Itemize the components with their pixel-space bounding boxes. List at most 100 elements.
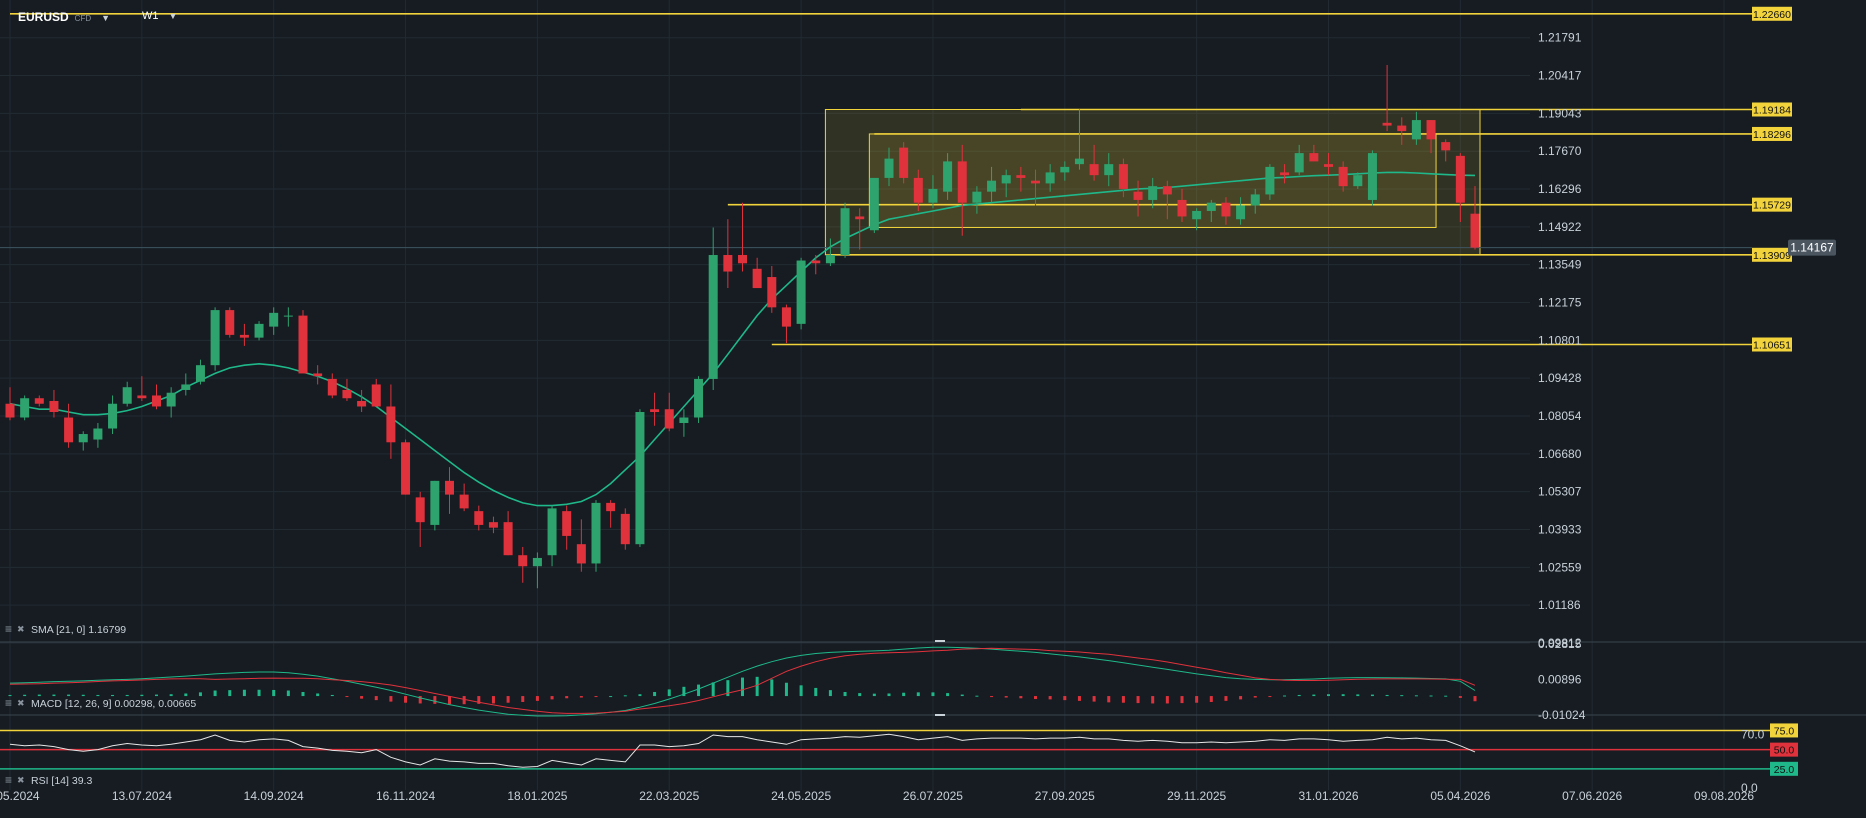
date-tick-label: 05.04.2026 [1430, 789, 1490, 803]
macd-histogram-bar [360, 696, 364, 699]
candle-body [298, 315, 308, 374]
candle-body [884, 158, 894, 178]
level-price-tag[interactable] [1752, 337, 1792, 352]
candle-body [445, 480, 454, 495]
macd-histogram-bar [169, 694, 173, 697]
macd-histogram-bar [667, 689, 671, 697]
candle-body [547, 508, 557, 556]
candle-body [1353, 175, 1363, 187]
candle-body [576, 544, 586, 564]
level-price-tag[interactable] [1752, 102, 1792, 117]
date-tick-label: 18.01.2025 [507, 789, 567, 803]
macd-histogram-bar [301, 691, 305, 697]
macd-histogram-bar [228, 690, 232, 697]
candle-body [855, 216, 865, 220]
macd-histogram-bar [887, 693, 891, 697]
macd-histogram-bar [52, 694, 56, 697]
macd-histogram-bar [609, 696, 613, 698]
indicator-remove-icon: ✖ [17, 775, 25, 785]
panel-resize-handle[interactable] [935, 714, 945, 716]
price-tick-label: 1.16296 [1538, 182, 1582, 196]
macd-histogram-bar [682, 686, 686, 697]
timeframe-selector[interactable]: W1 ▼ [142, 10, 177, 22]
candle-body [93, 428, 103, 440]
macd-histogram-bar [1180, 696, 1184, 704]
symbol-selector[interactable]: EURUSD CFD ▼ [18, 10, 110, 24]
level-price-tag[interactable] [1752, 247, 1792, 262]
candle-body [679, 417, 689, 424]
level-price-tag[interactable] [1752, 126, 1792, 141]
macd-histogram-bar [345, 696, 349, 698]
candle-body [1206, 202, 1216, 211]
panel-resize-handle[interactable] [935, 640, 945, 642]
candle-body [459, 494, 469, 509]
candle-body [723, 255, 733, 272]
candle-body [108, 403, 118, 429]
macd-histogram-bar [184, 693, 188, 697]
candle-body [664, 409, 674, 429]
price-tick-label: 1.01186 [1538, 598, 1581, 612]
candle-body [152, 395, 161, 407]
macd-histogram-bar [872, 693, 876, 697]
macd-histogram-bar [242, 689, 246, 697]
macd-histogram-bar [213, 690, 217, 697]
candle-body [239, 334, 249, 338]
macd-histogram-bar [946, 693, 950, 697]
price-tick-label: 1.12175 [1538, 296, 1582, 310]
candle-body [1192, 210, 1202, 220]
macd-histogram-bar [711, 682, 715, 697]
macd-histogram-bar [198, 692, 202, 697]
indicator-settings-icon: ≡ [5, 696, 12, 710]
macd-histogram-bar [1297, 694, 1301, 697]
price-tick-label: 1.20417 [1538, 69, 1582, 83]
candle-body [1470, 213, 1480, 248]
candle-body [767, 277, 777, 308]
candle-body [181, 384, 191, 390]
macd-histogram-bar [653, 691, 657, 697]
price-tick-label: 1.19043 [1538, 106, 1582, 120]
macd-histogram-bar [1385, 694, 1389, 697]
price-tick-label: 1.09428 [1538, 371, 1582, 385]
candle-body [650, 409, 660, 412]
candle-body [313, 373, 323, 377]
macd-histogram-bar [389, 696, 393, 702]
price-tick-label: 1.17670 [1538, 144, 1582, 158]
level-price-label: 1.19184 [1753, 104, 1791, 116]
candle-body [401, 442, 411, 495]
macd-histogram-bar [1019, 696, 1023, 699]
macd-histogram-bar [448, 696, 451, 705]
macd-tick-label: 0.00896 [1538, 672, 1582, 686]
macd-histogram-bar [594, 696, 598, 698]
macd-histogram-bar [506, 696, 510, 703]
candle-body [137, 395, 147, 399]
macd-histogram-bar [960, 694, 964, 697]
candle-body [1045, 172, 1055, 184]
level-price-tag[interactable] [1752, 6, 1792, 21]
current-price-label: 1.14167 [1790, 241, 1834, 255]
macd-histogram-bar [535, 696, 539, 701]
date-tick-label: 09.08.2026 [1694, 789, 1754, 803]
level-price-tag[interactable] [1752, 197, 1792, 212]
candle-body [1177, 199, 1187, 217]
indicator-label: RSI [14] 39.3 [31, 775, 92, 787]
candle-body [386, 406, 396, 443]
candle-body [5, 403, 15, 418]
macd-histogram-bar [755, 676, 759, 697]
rsi-level-label: 25.0 [1774, 764, 1795, 776]
macd-histogram-bar [623, 695, 627, 697]
level-price-label: 1.10651 [1753, 339, 1791, 351]
candle-body [474, 511, 484, 525]
macd-histogram-bar [902, 692, 906, 697]
macd-histogram-bar [1151, 696, 1155, 704]
macd-histogram-bar [140, 694, 144, 697]
candle-body [708, 255, 718, 379]
candle-body [269, 312, 279, 327]
macd-histogram-bar [726, 680, 730, 697]
candle-body [1411, 120, 1421, 140]
macd-histogram-bar [67, 694, 71, 697]
candle-body [1001, 175, 1011, 184]
candle-body [166, 392, 176, 407]
rsi-tick-label: 0.0 [1741, 781, 1758, 795]
